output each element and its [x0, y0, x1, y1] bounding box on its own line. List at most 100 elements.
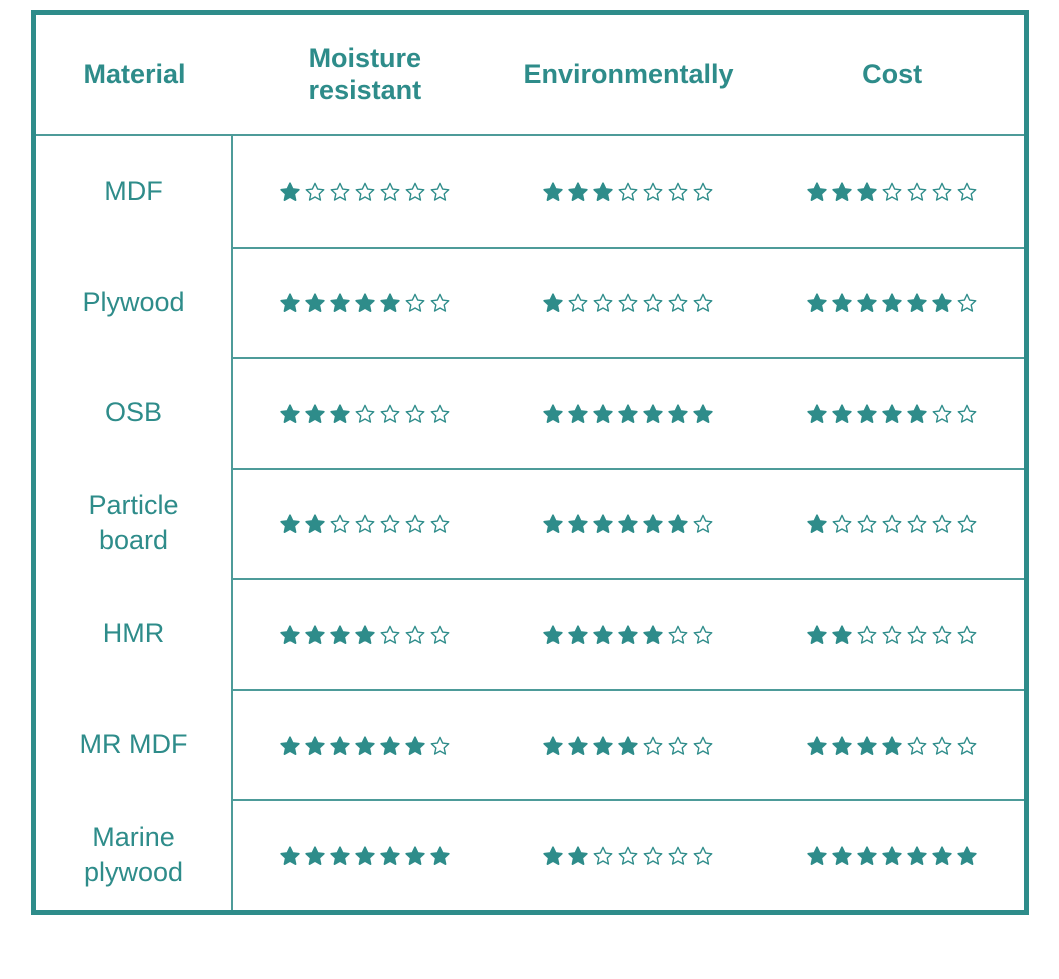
- star-empty-icon: [644, 182, 663, 201]
- star-filled-icon: [618, 404, 639, 423]
- star-filled-icon: [355, 846, 375, 866]
- material-cell: MDF: [36, 136, 233, 247]
- star-filled-icon: [807, 625, 827, 645]
- rating-cell-moisture-resistant: [233, 246, 497, 358]
- material-label: Particle board: [88, 490, 179, 555]
- star-filled-icon: [832, 846, 852, 866]
- column-header-label: Material: [83, 58, 186, 89]
- material-cell: Particle board: [36, 467, 233, 579]
- star-empty-icon: [957, 736, 977, 755]
- star-filled-icon: [280, 736, 300, 755]
- column-header-moisture-resistant: Moisture resistant: [233, 15, 497, 136]
- star-filled-icon: [355, 625, 375, 645]
- star-filled-icon: [807, 182, 827, 201]
- star-empty-icon: [957, 625, 977, 644]
- star-filled-icon: [568, 625, 589, 645]
- rating-cell-moisture-resistant: [233, 799, 497, 910]
- star-filled-icon: [305, 846, 325, 866]
- star-empty-icon: [644, 294, 663, 313]
- star-filled-icon: [932, 293, 952, 313]
- star-filled-icon: [430, 846, 450, 866]
- star-empty-icon: [882, 182, 902, 201]
- star-filled-icon: [355, 293, 375, 313]
- star-filled-icon: [305, 514, 325, 534]
- star-filled-icon: [355, 736, 375, 755]
- rating-cell-cost: [760, 246, 1024, 358]
- star-empty-icon: [957, 182, 977, 201]
- star-filled-icon: [330, 625, 350, 645]
- star-empty-icon: [430, 736, 450, 755]
- star-empty-icon: [355, 404, 375, 423]
- rating-cell-cost: [760, 688, 1024, 800]
- star-filled-icon: [568, 182, 589, 201]
- column-header-label: Cost: [862, 58, 923, 89]
- material-label: MR MDF: [79, 728, 188, 759]
- star-filled-icon: [330, 404, 350, 423]
- star-empty-icon: [669, 736, 688, 755]
- star-filled-icon: [568, 846, 589, 866]
- star-empty-icon: [932, 736, 952, 755]
- star-empty-icon: [694, 625, 713, 644]
- star-filled-icon: [857, 293, 877, 313]
- star-filled-icon: [857, 846, 877, 866]
- star-empty-icon: [882, 625, 902, 644]
- star-filled-icon: [832, 182, 852, 201]
- material-cell: OSB: [36, 357, 233, 468]
- star-empty-icon: [907, 515, 927, 534]
- rating-cell-environmentally: [496, 578, 761, 689]
- star-filled-icon: [280, 182, 300, 201]
- star-filled-icon: [907, 846, 927, 866]
- star-empty-icon: [669, 625, 688, 644]
- star-empty-icon: [669, 846, 688, 865]
- rating-cell-cost: [760, 799, 1024, 910]
- star-filled-icon: [857, 404, 877, 423]
- star-filled-icon: [405, 736, 425, 755]
- star-filled-icon: [330, 293, 350, 313]
- star-empty-icon: [305, 182, 325, 201]
- star-empty-icon: [380, 182, 400, 201]
- star-filled-icon: [305, 736, 325, 755]
- star-filled-icon: [907, 404, 927, 423]
- star-filled-icon: [957, 846, 977, 866]
- rating-cell-cost: [760, 578, 1024, 689]
- star-filled-icon: [668, 404, 689, 423]
- star-filled-icon: [405, 846, 425, 866]
- star-filled-icon: [543, 625, 564, 645]
- material-cell: MR MDF: [36, 688, 233, 800]
- star-empty-icon: [694, 515, 713, 534]
- star-filled-icon: [882, 404, 902, 423]
- star-empty-icon: [619, 294, 638, 313]
- star-filled-icon: [280, 404, 300, 423]
- star-empty-icon: [694, 294, 713, 313]
- star-empty-icon: [669, 182, 688, 201]
- star-empty-icon: [907, 625, 927, 644]
- star-filled-icon: [380, 736, 400, 755]
- column-header-label: Environmentally: [523, 58, 734, 89]
- star-filled-icon: [380, 846, 400, 866]
- comparison-table-grid: Material Moisture resistant Environmenta…: [36, 15, 1024, 910]
- star-filled-icon: [643, 625, 664, 645]
- star-empty-icon: [932, 625, 952, 644]
- star-empty-icon: [619, 182, 638, 201]
- rating-cell-environmentally: [496, 357, 761, 468]
- star-empty-icon: [594, 846, 613, 865]
- star-filled-icon: [618, 514, 639, 534]
- star-empty-icon: [355, 182, 375, 201]
- star-filled-icon: [593, 182, 614, 201]
- star-filled-icon: [668, 514, 689, 534]
- star-filled-icon: [932, 846, 952, 866]
- column-header-label: Moisture resistant: [308, 42, 422, 105]
- star-empty-icon: [694, 736, 713, 755]
- star-empty-icon: [430, 515, 450, 534]
- star-filled-icon: [280, 625, 300, 645]
- star-empty-icon: [857, 625, 877, 644]
- star-empty-icon: [644, 736, 663, 755]
- star-empty-icon: [694, 182, 713, 201]
- star-empty-icon: [330, 515, 350, 534]
- star-empty-icon: [957, 515, 977, 534]
- star-filled-icon: [543, 404, 564, 423]
- star-filled-icon: [593, 625, 614, 645]
- star-empty-icon: [569, 294, 588, 313]
- rating-cell-moisture-resistant: [233, 578, 497, 689]
- star-filled-icon: [568, 736, 589, 755]
